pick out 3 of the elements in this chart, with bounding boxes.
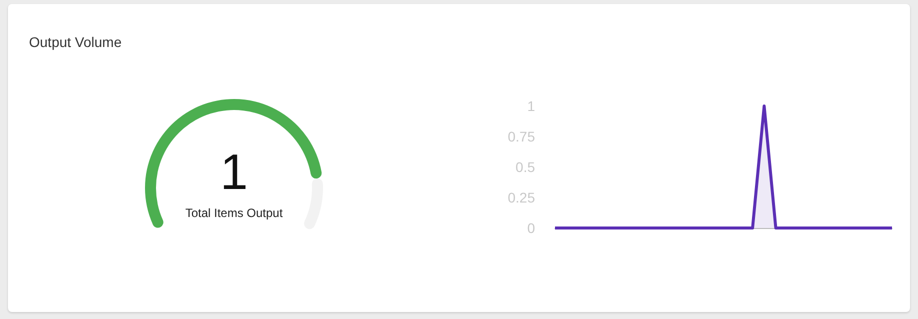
text: Total Items Output [185, 206, 284, 220]
text: 1 [220, 144, 248, 200]
chart-title: Output Volume [29, 34, 122, 50]
